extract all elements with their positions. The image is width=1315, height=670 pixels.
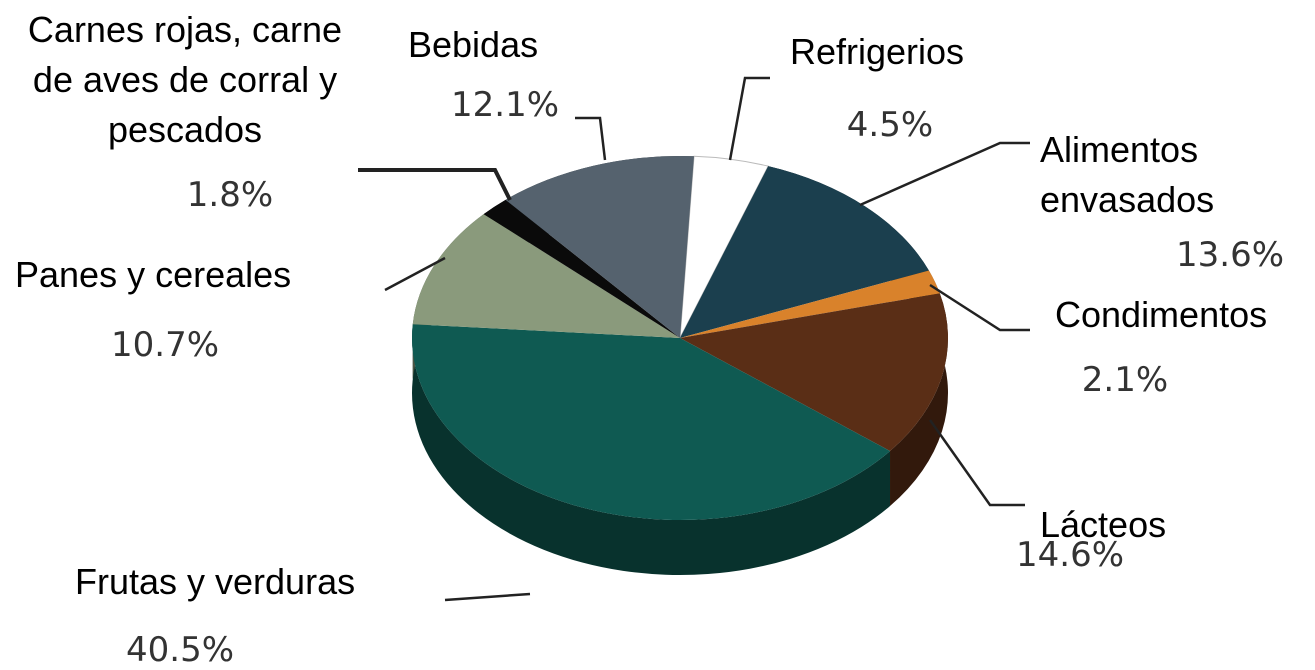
slice-label: Carnes rojas, carne de aves de corral y … (27, 9, 343, 150)
value-label: 40.5% (125, 630, 235, 670)
wedge (679, 155, 769, 339)
leader-line (928, 419, 1025, 507)
slice-label: Condimentos (1055, 294, 1268, 335)
leader-line (444, 592, 531, 602)
pie-tops (412, 155, 948, 521)
value-label: 10.7% (110, 325, 220, 365)
wedge (680, 166, 929, 338)
wedge (505, 156, 695, 338)
wedge-side (411, 324, 891, 576)
slice-label: Alimentos envasados (1040, 129, 1215, 220)
wedge (680, 293, 948, 452)
leader-line (728, 76, 770, 161)
value-label: 1.8% (186, 175, 274, 215)
leader-line (929, 283, 1030, 332)
leader-line (859, 141, 1030, 207)
wedge (412, 324, 891, 521)
slice-label: Bebidas (408, 24, 539, 65)
value-label: 12.1% (450, 85, 560, 125)
slice-label: Frutas y verduras (75, 561, 356, 602)
wedge (412, 214, 680, 338)
slice-label: Panes y cereales (15, 254, 292, 295)
leader-lines (358, 76, 1030, 602)
wedge (680, 270, 940, 338)
value-label: 2.1% (1081, 360, 1169, 400)
slice-label: Lácteos (1040, 504, 1167, 545)
leader-line (575, 116, 607, 161)
value-label: 13.6% (1175, 235, 1285, 275)
value-label: 14.6% (1015, 535, 1125, 575)
leader-line (384, 256, 446, 292)
wedge-side (890, 293, 948, 507)
slice-label: Refrigerios (790, 31, 965, 72)
leader-line (358, 168, 512, 201)
value-label: 4.5% (846, 105, 934, 145)
wedge (483, 199, 680, 338)
